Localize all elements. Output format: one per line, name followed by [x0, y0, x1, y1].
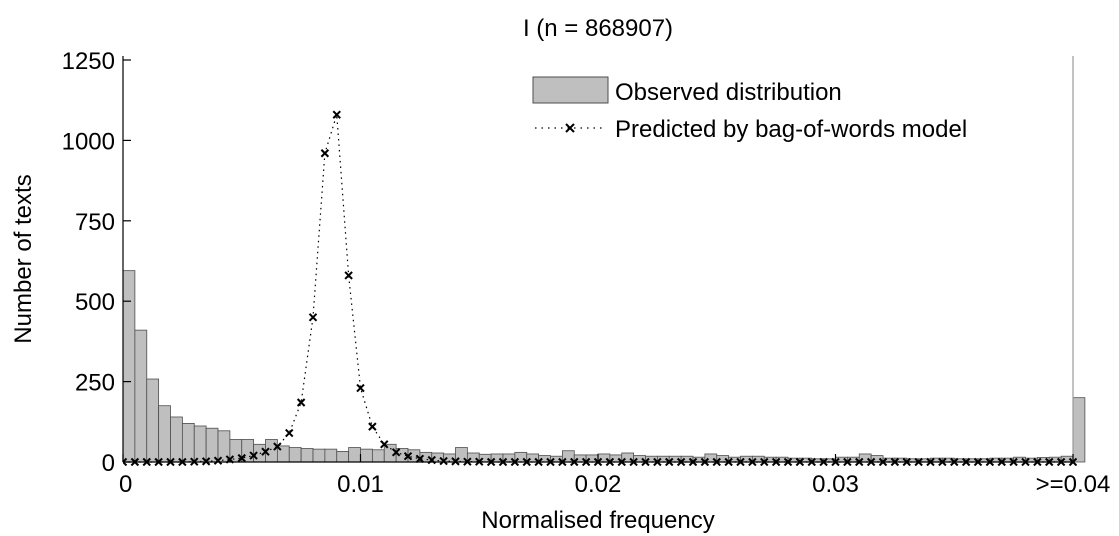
legend: Observed distribution Predicted by bag-o…: [532, 76, 967, 143]
predicted-marker: [380, 440, 389, 449]
predicted-marker: [201, 457, 211, 466]
legend-observed-label: Observed distribution: [615, 79, 842, 106]
predicted-marker: [213, 456, 223, 465]
observed-bar: [193, 425, 207, 463]
observed-bar: [181, 423, 195, 463]
predicted-marker: [320, 149, 330, 158]
y-tick-label: 1250: [62, 48, 115, 75]
x-tick-label: 0.02: [575, 471, 622, 498]
observed-bar: [360, 448, 373, 463]
predicted-marker: [249, 451, 258, 460]
x-axis-title: Normalised frequency: [481, 507, 714, 534]
observed-bars: [122, 270, 1086, 463]
predicted-marker: [344, 271, 353, 280]
observed-bar: [371, 449, 385, 463]
predicted-marker: [415, 454, 425, 463]
predicted-marker: [273, 442, 282, 451]
predicted-marker: [332, 110, 341, 119]
observed-bar: [1072, 397, 1086, 463]
y-tick-label: 750: [75, 209, 115, 236]
predicted-marker: [451, 457, 460, 466]
legend-observed-swatch: [532, 76, 609, 104]
observed-bar: [288, 447, 302, 463]
x-ticks: 0 0.01 0.02 0.03 >=0.04: [119, 454, 1110, 498]
x-tick-label: 0.03: [812, 471, 859, 498]
predicted-marker: [308, 313, 318, 322]
predicted-marker: [356, 383, 365, 393]
observed-bar: [300, 448, 314, 463]
predicted-marker: [391, 448, 401, 457]
y-tick-label: 1000: [62, 128, 115, 155]
predicted-line: [123, 114, 1073, 463]
predicted-marker: [439, 456, 448, 466]
y-ticks: 0 250 500 750 1000 1250: [62, 48, 131, 477]
observed-bar: [312, 448, 326, 463]
legend-predicted-label: Predicted by bag-of-words model: [615, 116, 967, 143]
y-tick-label: 0: [102, 450, 115, 477]
x-tick-label: 0: [119, 471, 132, 498]
x-tick-label: 0.01: [337, 471, 384, 498]
observed-bar: [146, 378, 160, 463]
observed-bar: [134, 329, 148, 463]
y-tick-label: 500: [75, 289, 115, 316]
predicted-marker: [296, 398, 306, 407]
observed-bar: [336, 450, 350, 463]
predicted-series: [123, 110, 1077, 466]
predicted-marker: [368, 422, 377, 431]
predicted-marker: [123, 457, 128, 466]
predicted-marker: [237, 453, 246, 463]
legend-predicted-marker: [565, 123, 575, 133]
observed-bar: [205, 427, 219, 463]
observed-bar: [170, 416, 183, 463]
chart-title: I (n = 868907): [523, 15, 673, 42]
predicted-marker: [403, 452, 413, 461]
observed-bar: [348, 447, 361, 463]
y-axis-title: Number of texts: [10, 174, 37, 343]
observed-bar: [158, 405, 171, 463]
predicted-marker: [261, 447, 270, 456]
y-tick-label: 250: [75, 370, 115, 397]
predicted-marker: [285, 428, 294, 438]
x-tick-label: >=0.04: [1036, 471, 1111, 498]
observed-bar: [324, 448, 338, 463]
observed-bar: [122, 270, 136, 463]
